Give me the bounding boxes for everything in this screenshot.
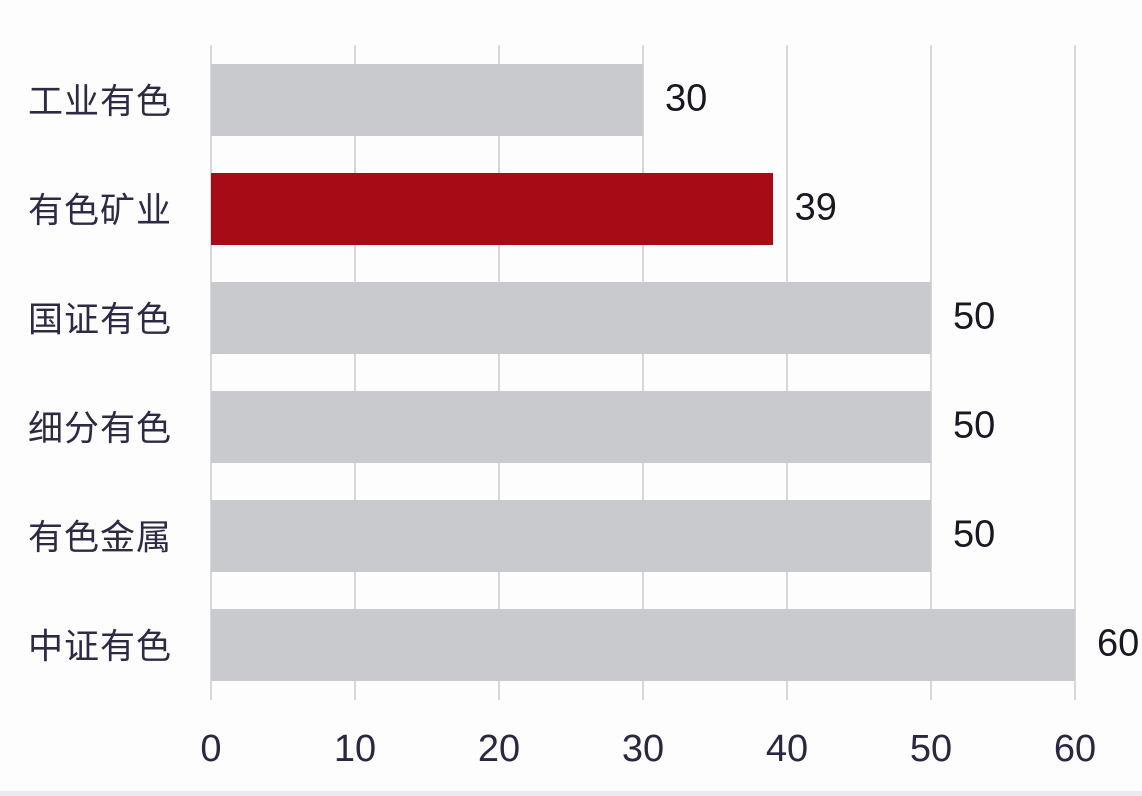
x-tick-label: 0 (200, 728, 222, 770)
bar (211, 391, 931, 464)
x-tick-label: 40 (765, 728, 809, 770)
category-label: 中证有色 (28, 627, 173, 667)
category-label: 工业有色 (28, 82, 173, 122)
x-tick-label: 30 (621, 728, 665, 770)
highlighted-bar (211, 172, 773, 245)
gridline (210, 45, 212, 700)
bottom-edge-strip (0, 791, 1142, 796)
gridline (354, 45, 356, 700)
bar (211, 609, 1075, 682)
gridline (1074, 45, 1076, 700)
bar (211, 500, 931, 573)
x-tick-label: 60 (1053, 728, 1097, 770)
gridline (498, 45, 500, 700)
bar (211, 281, 931, 354)
x-tick-label: 50 (909, 728, 953, 770)
gridline (930, 45, 932, 700)
category-label: 有色金属 (28, 518, 173, 558)
x-tick-label: 10 (333, 728, 377, 770)
bar (211, 63, 643, 136)
category-label: 国证有色 (28, 300, 173, 340)
value-label: 50 (953, 295, 996, 338)
gridline (642, 45, 644, 700)
category-label: 细分有色 (28, 409, 173, 449)
value-label: 50 (953, 513, 996, 556)
category-label: 有色矿业 (28, 191, 173, 231)
value-label: 60 (1097, 623, 1140, 666)
value-label: 30 (665, 77, 708, 120)
value-label: 50 (953, 404, 996, 447)
gridline (786, 45, 788, 700)
x-tick-label: 20 (477, 728, 521, 770)
value-label: 39 (794, 186, 837, 229)
